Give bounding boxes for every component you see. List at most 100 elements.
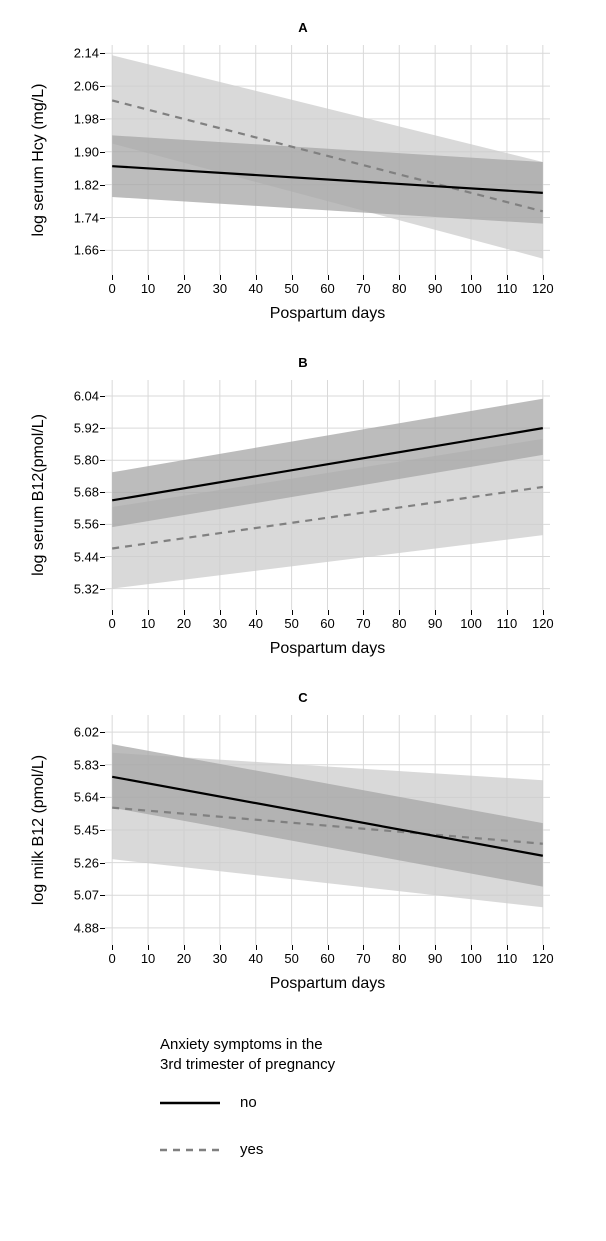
xtick-label: 100 <box>460 951 482 966</box>
xtick-label: 90 <box>428 281 442 296</box>
xtick-label: 0 <box>109 281 116 296</box>
xtick-label: 110 <box>497 281 518 296</box>
xtick-mark <box>220 945 221 950</box>
xtick-mark <box>220 275 221 280</box>
xtick-label: 20 <box>177 281 191 296</box>
xtick-mark <box>435 945 436 950</box>
xtick-label: 20 <box>177 951 191 966</box>
xtick-mark <box>220 610 221 615</box>
xtick-label: 80 <box>392 281 406 296</box>
xtick-mark <box>363 945 364 950</box>
plot-svg <box>105 380 550 610</box>
panel-c: C 4.885.075.265.455.645.836.0201020304050… <box>20 690 586 995</box>
xtick-mark <box>543 610 544 615</box>
y-axis-label: log serum B12(pmol/L) <box>30 414 48 576</box>
y-axis-label: log milk B12 (pmol/L) <box>30 755 48 905</box>
figure: A1.661.741.821.901.982.062.1401020304050… <box>20 20 586 1158</box>
x-axis-label: Pospartum days <box>105 640 550 658</box>
legend-swatch-no <box>160 1098 220 1108</box>
legend-item-no: no <box>160 1094 586 1111</box>
xtick-label: 50 <box>284 281 298 296</box>
xtick-label: 30 <box>213 616 227 631</box>
xtick-label: 100 <box>460 281 482 296</box>
xtick-mark <box>363 275 364 280</box>
xtick-label: 60 <box>320 951 334 966</box>
xtick-label: 60 <box>320 616 334 631</box>
xtick-mark <box>543 945 544 950</box>
xtick-label: 80 <box>392 616 406 631</box>
xtick-label: 90 <box>428 616 442 631</box>
xtick-label: 70 <box>356 951 370 966</box>
chart-area: 4.885.075.265.455.645.836.02010203040506… <box>20 715 580 995</box>
xtick-label: 100 <box>460 616 482 631</box>
xtick-label: 10 <box>141 616 155 631</box>
xtick-label: 110 <box>497 616 518 631</box>
xtick-label: 80 <box>392 951 406 966</box>
xtick-mark <box>112 275 113 280</box>
xtick-label: 10 <box>141 281 155 296</box>
xtick-mark <box>184 610 185 615</box>
xtick-mark <box>507 945 508 950</box>
xtick-mark <box>507 610 508 615</box>
xtick-mark <box>292 610 293 615</box>
xtick-label: 110 <box>497 951 518 966</box>
legend-label: yes <box>240 1141 263 1158</box>
xtick-mark <box>328 945 329 950</box>
xtick-mark <box>256 610 257 615</box>
legend-title: Anxiety symptoms in the3rd trimester of … <box>160 1035 586 1074</box>
chart-area: 1.661.741.821.901.982.062.14010203040506… <box>20 45 580 325</box>
xtick-mark <box>184 945 185 950</box>
x-axis-label: Pospartum days <box>105 975 550 993</box>
panel-title: B <box>20 355 586 370</box>
xtick-label: 50 <box>284 951 298 966</box>
legend-label: no <box>240 1094 257 1111</box>
xtick-mark <box>148 275 149 280</box>
legend-title-line1: Anxiety symptoms in the <box>160 1035 586 1055</box>
legend-item-yes: yes <box>160 1141 586 1158</box>
xtick-mark <box>399 610 400 615</box>
xtick-mark <box>471 275 472 280</box>
xtick-label: 0 <box>109 616 116 631</box>
xtick-mark <box>507 275 508 280</box>
xtick-mark <box>328 275 329 280</box>
xtick-label: 40 <box>248 616 262 631</box>
panel-title: C <box>20 690 586 705</box>
y-axis-label-wrap: log serum Hcy (mg/L) <box>20 45 105 275</box>
xtick-mark <box>435 610 436 615</box>
xtick-mark <box>112 945 113 950</box>
plot-region: 4.885.075.265.455.645.836.02010203040506… <box>105 715 550 945</box>
xtick-label: 90 <box>428 951 442 966</box>
xtick-mark <box>399 945 400 950</box>
xtick-mark <box>112 610 113 615</box>
xtick-label: 120 <box>532 616 554 631</box>
xtick-label: 30 <box>213 951 227 966</box>
x-axis-label: Pospartum days <box>105 305 550 323</box>
xtick-mark <box>399 275 400 280</box>
xtick-mark <box>363 610 364 615</box>
xtick-label: 40 <box>248 951 262 966</box>
xtick-mark <box>184 275 185 280</box>
xtick-label: 50 <box>284 616 298 631</box>
xtick-mark <box>328 610 329 615</box>
xtick-label: 120 <box>532 281 554 296</box>
xtick-label: 70 <box>356 616 370 631</box>
xtick-mark <box>256 275 257 280</box>
xtick-label: 10 <box>141 951 155 966</box>
xtick-label: 60 <box>320 281 334 296</box>
legend-swatch-yes <box>160 1145 220 1155</box>
xtick-label: 70 <box>356 281 370 296</box>
panel-a: A1.661.741.821.901.982.062.1401020304050… <box>20 20 586 325</box>
xtick-mark <box>471 945 472 950</box>
panel-title: A <box>20 20 586 35</box>
xtick-mark <box>256 945 257 950</box>
xtick-mark <box>435 275 436 280</box>
xtick-label: 0 <box>109 951 116 966</box>
panel-b: B5.325.445.565.685.805.926.0401020304050… <box>20 355 586 660</box>
xtick-mark <box>292 945 293 950</box>
y-axis-label-wrap: log serum B12(pmol/L) <box>20 380 105 610</box>
xtick-mark <box>292 275 293 280</box>
xtick-label: 120 <box>532 951 554 966</box>
xtick-label: 20 <box>177 616 191 631</box>
y-axis-label: log serum Hcy (mg/L) <box>30 84 48 237</box>
xtick-label: 30 <box>213 281 227 296</box>
